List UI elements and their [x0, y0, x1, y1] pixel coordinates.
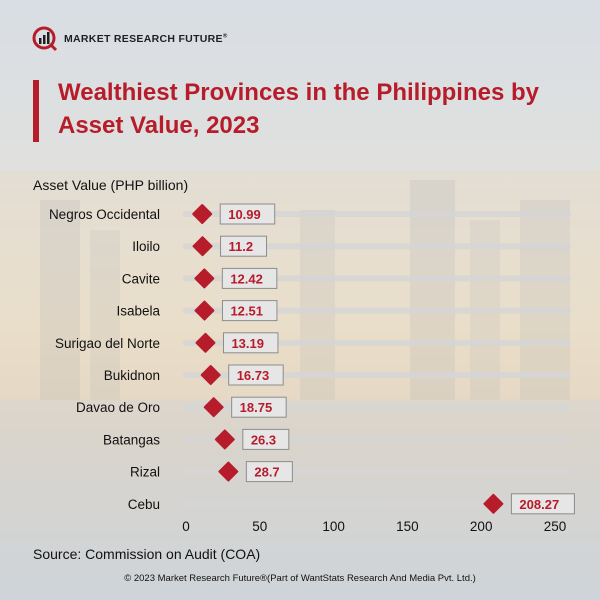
- data-label-box: [242, 428, 290, 450]
- data-label: 208.27: [519, 497, 559, 512]
- chart-title: Wealthiest Provinces in the Philippines …: [58, 79, 540, 139]
- data-label: 10.99: [228, 207, 261, 222]
- data-point: [195, 332, 216, 353]
- category-label: Bukidnon: [104, 368, 160, 383]
- category-label: Davao de Oro: [76, 400, 160, 415]
- brand-logo: MARKET RESEARCH FUTURE®: [32, 26, 228, 52]
- data-point: [192, 204, 213, 224]
- x-tick-label: 50: [252, 519, 267, 534]
- data-point: [192, 236, 213, 257]
- category-label: Surigao del Norte: [55, 336, 160, 351]
- data-label-box: [510, 493, 575, 515]
- data-point: [483, 493, 504, 514]
- x-tick-label: 250: [544, 519, 567, 534]
- data-label-box: [222, 332, 279, 354]
- data-label-box: [219, 203, 276, 225]
- data-point: [194, 300, 215, 321]
- category-label: Negros Occidental: [49, 207, 160, 222]
- data-point: [200, 365, 221, 385]
- category-label: Iloilo: [132, 239, 160, 254]
- category-label: Batangas: [103, 432, 160, 447]
- data-point: [203, 397, 224, 418]
- data-point: [194, 268, 215, 289]
- data-label: 18.75: [240, 400, 273, 415]
- x-tick-label: 200: [470, 519, 493, 534]
- category-label: Cavite: [122, 271, 160, 286]
- copyright-note: © 2023 Market Research Future®(Part of W…: [124, 573, 476, 584]
- data-label: 28.7: [254, 465, 279, 480]
- data-label: 12.42: [230, 271, 263, 286]
- data-label-box: [221, 267, 278, 289]
- x-tick-label: 100: [322, 519, 345, 534]
- category-label: Rizal: [130, 465, 160, 480]
- title-accent-bar: [33, 80, 39, 142]
- brand-name: MARKET RESEARCH FUTURE®: [64, 33, 228, 45]
- data-label-box: [221, 300, 278, 322]
- axis-label: Asset Value (PHP billion): [33, 177, 189, 193]
- data-point: [214, 429, 235, 450]
- x-tick-label: 150: [396, 519, 419, 534]
- category-label: Cebu: [128, 497, 160, 512]
- data-point: [218, 461, 239, 482]
- data-label: 11.2: [229, 239, 254, 254]
- data-label: 26.3: [251, 432, 276, 447]
- data-label: 16.73: [237, 368, 270, 383]
- logo-icon: [32, 26, 58, 52]
- data-label: 13.19: [231, 336, 264, 351]
- data-label-box: [220, 235, 268, 257]
- data-label-box: [231, 396, 287, 418]
- x-tick-label: 0: [182, 519, 190, 534]
- data-label: 12.51: [230, 304, 263, 319]
- data-label-box: [228, 364, 284, 386]
- category-label: Isabela: [116, 304, 160, 319]
- data-label-box: [245, 461, 293, 483]
- source-note: Source: Commission on Audit (COA): [33, 546, 261, 562]
